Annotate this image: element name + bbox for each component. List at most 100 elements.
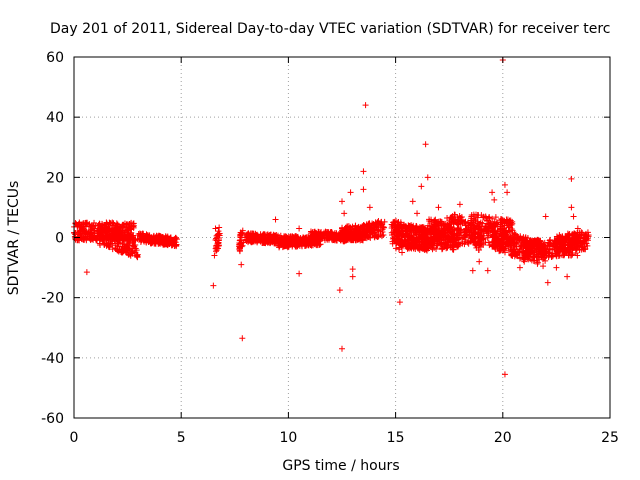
y-tick-label: -40 [41, 351, 64, 367]
data-point-outlier [476, 258, 483, 265]
data-point [417, 225, 424, 232]
data-point [339, 230, 346, 237]
data-point [554, 235, 561, 242]
data-point [553, 240, 560, 247]
data-point [80, 236, 87, 243]
data-point [293, 243, 300, 250]
data-point-outlier [521, 258, 528, 265]
data-point-outlier [553, 264, 560, 271]
data-point [236, 242, 243, 249]
data-point [472, 225, 479, 232]
data-point-outlier [435, 204, 442, 211]
data-point [500, 246, 507, 253]
data-point [494, 242, 501, 249]
data-point [106, 226, 113, 233]
data-point [446, 224, 453, 231]
data-point [452, 216, 459, 223]
data-point [105, 236, 112, 243]
data-point [451, 226, 458, 233]
data-point [285, 243, 292, 250]
data-point [283, 238, 290, 245]
data-point [565, 252, 572, 259]
data-point-outlier [484, 267, 491, 274]
data-point [427, 218, 434, 225]
data-point [471, 239, 478, 246]
data-point [437, 237, 444, 244]
data-point [472, 217, 479, 224]
data-point [116, 236, 123, 243]
data-point [120, 237, 127, 244]
data-point [454, 231, 461, 238]
data-point [531, 249, 538, 256]
data-point [237, 234, 244, 241]
data-point [434, 232, 441, 239]
data-point [305, 241, 312, 248]
data-point [566, 236, 573, 243]
data-point [366, 220, 373, 227]
data-point [541, 239, 548, 246]
data-point [110, 220, 117, 227]
y-tick-label: 0 [55, 231, 64, 247]
data-point [583, 233, 590, 240]
data-point [89, 235, 96, 242]
data-point [540, 254, 547, 261]
data-point-outlier [444, 214, 451, 221]
x-tick-label: 0 [70, 430, 79, 446]
data-point [509, 220, 516, 227]
data-point [87, 230, 94, 237]
data-point [409, 226, 416, 233]
data-point [155, 235, 162, 242]
data-point [507, 242, 514, 249]
data-point-outlier [360, 168, 367, 175]
data-point [526, 253, 533, 260]
data-point [347, 224, 354, 231]
data-point [398, 243, 405, 250]
data-point [393, 229, 400, 236]
data-point [341, 238, 348, 245]
data-point [449, 246, 456, 253]
data-point [518, 243, 525, 250]
data-point [432, 216, 439, 223]
data-point-outlier [501, 371, 508, 378]
data-point [328, 230, 335, 237]
data-point-outlier [583, 240, 590, 247]
data-point [294, 242, 301, 249]
data-point-outlier [414, 210, 421, 217]
data-point [130, 224, 137, 231]
data-point [87, 229, 94, 236]
data-point [171, 236, 178, 243]
data-point [579, 229, 586, 236]
data-point [503, 240, 510, 247]
data-point [405, 244, 412, 251]
data-point [318, 231, 325, 238]
data-point [468, 215, 475, 222]
data-point [430, 223, 437, 230]
data-point [418, 238, 425, 245]
data-point [129, 240, 136, 247]
data-point [501, 233, 508, 240]
data-point-outlier [422, 141, 429, 148]
data-point [486, 242, 493, 249]
data-point [399, 231, 406, 238]
data-point [343, 226, 350, 233]
data-point [531, 252, 538, 259]
data-point [314, 240, 321, 247]
data-point-outlier [272, 216, 279, 223]
data-point [285, 235, 292, 242]
x-tick-label: 15 [387, 430, 405, 446]
data-point-outlier [296, 225, 303, 232]
data-point [83, 237, 90, 244]
data-point [347, 237, 354, 244]
y-tick-label: 20 [46, 170, 64, 186]
data-point [308, 235, 315, 242]
data-point-outlier [424, 174, 431, 181]
data-point [502, 239, 509, 246]
data-point-outlier [341, 210, 348, 217]
data-point [433, 242, 440, 249]
chart-title: Day 201 of 2011, Sidereal Day-to-day VTE… [50, 21, 610, 37]
data-point [475, 235, 482, 242]
data-point [480, 241, 487, 248]
data-point [580, 245, 587, 252]
data-point [555, 245, 562, 252]
data-point-outlier [456, 201, 463, 208]
